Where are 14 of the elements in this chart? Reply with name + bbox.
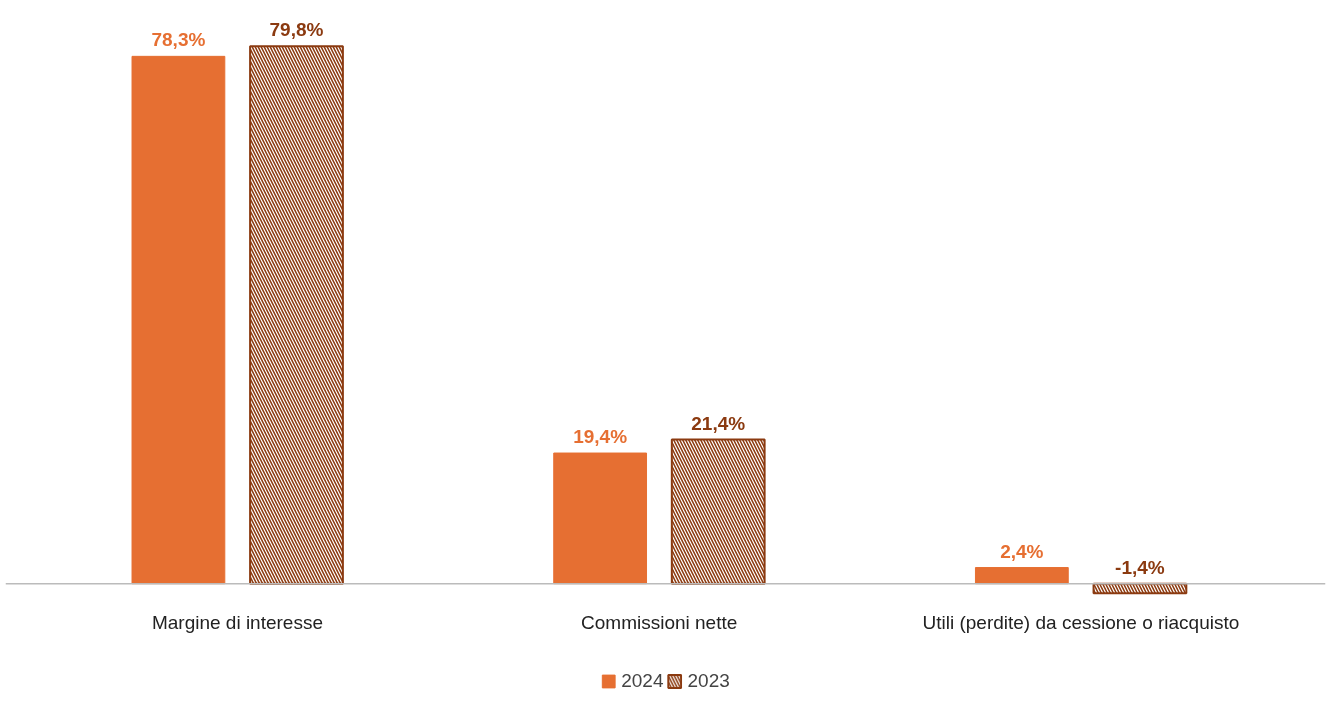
data-label: 21,4% [691, 412, 746, 434]
data-label: 2,4% [1000, 540, 1044, 562]
data-label: 79,8% [269, 19, 324, 41]
data-label: 78,3% [151, 29, 206, 51]
bar [974, 567, 1069, 585]
data-label: 19,4% [573, 426, 628, 448]
legend-label: 2024 [621, 670, 664, 692]
bar [131, 55, 226, 585]
x-tick-label: Margine di interesse [151, 612, 323, 634]
x-tick-label: Commissioni nette [581, 612, 738, 634]
x-tick-label: Utili (perdite) da cessione o riacquisto [922, 612, 1240, 634]
legend-label: 2023 [687, 670, 730, 692]
data-label: -1,4% [1115, 556, 1165, 578]
bar [553, 452, 648, 585]
